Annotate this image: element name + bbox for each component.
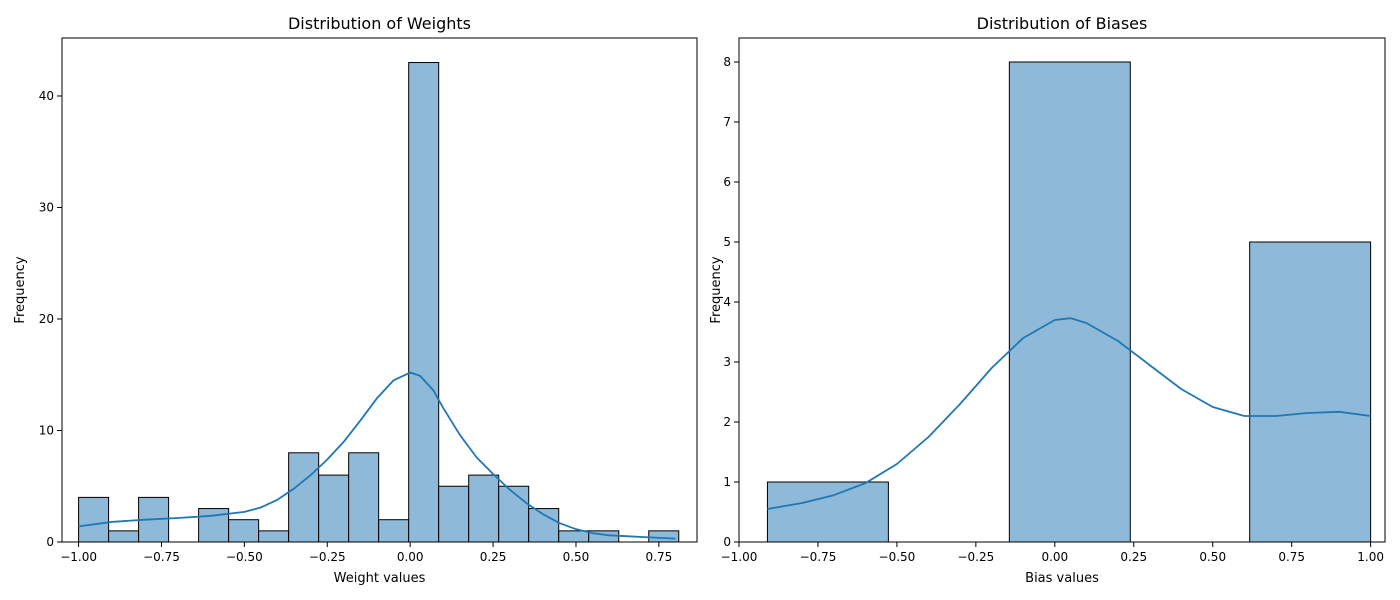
histogram-bar xyxy=(498,485,530,543)
y-tick-label: 7 xyxy=(723,115,731,129)
y-tick-label: 20 xyxy=(39,312,54,326)
y-tick-label: 40 xyxy=(39,89,54,103)
y-tick-label: 1 xyxy=(723,475,731,489)
y-tick-label: 8 xyxy=(723,55,731,69)
axes-frame xyxy=(61,37,698,543)
y-axis-label: Frequency xyxy=(709,256,724,323)
histogram-bar xyxy=(766,481,889,543)
histogram-bar xyxy=(648,530,680,543)
histogram-bar xyxy=(378,519,410,543)
x-tick-label: 0.50 xyxy=(1199,550,1226,564)
histogram-bar xyxy=(318,474,350,543)
y-tick-label: 4 xyxy=(723,295,731,309)
biases-chart: −1.00 −0.75 −0.50 −0.25 0.00 0.25 0.50 0.75 1.00… xyxy=(709,14,1386,586)
x-tick-label: 0.25 xyxy=(480,550,507,564)
x-tick-label: −0.25 xyxy=(957,550,994,564)
histogram-bar xyxy=(1008,61,1131,543)
y-tick-label: 0 xyxy=(723,535,731,549)
axes-frame xyxy=(738,37,1386,543)
histogram-bar xyxy=(528,508,560,543)
weights-chart: −1.00 −0.75 −0.50 −0.25 0.00 0.25 0.50 0.75 0 10 2… xyxy=(13,14,698,586)
x-tick-label: −0.25 xyxy=(309,550,346,564)
histogram-bar xyxy=(288,452,320,543)
y-tick-label: 10 xyxy=(39,423,54,437)
x-tick-label: 0.50 xyxy=(563,550,590,564)
x-tick-label: 1.00 xyxy=(1357,550,1384,564)
x-tick-label: 0.75 xyxy=(646,550,673,564)
x-tick-label: 0.25 xyxy=(1120,550,1147,564)
chart-title: Distribution of Biases xyxy=(977,14,1148,33)
x-tick-label: −0.50 xyxy=(879,550,916,564)
histogram-bar xyxy=(408,62,440,543)
y-axis-label: Frequency xyxy=(13,256,28,323)
kde-curve xyxy=(78,371,676,540)
y-tick-label: 6 xyxy=(723,175,731,189)
histogram-bar xyxy=(78,496,110,543)
y-tick-label: 2 xyxy=(723,415,731,429)
histogram-bar xyxy=(1249,241,1372,543)
y-tick-label: 0 xyxy=(46,535,54,549)
x-axis-label: Weight values xyxy=(334,571,426,586)
x-tick-label: 0.00 xyxy=(1041,550,1068,564)
x-tick-label: −1.00 xyxy=(721,550,758,564)
histogram-bar xyxy=(558,530,590,543)
histogram-bar xyxy=(258,530,290,543)
x-axis-label: Bias values xyxy=(1025,571,1099,586)
histogram-bar xyxy=(468,474,500,543)
histogram-bar xyxy=(438,485,470,543)
y-tick-label: 30 xyxy=(39,200,54,214)
y-tick-label: 3 xyxy=(723,355,731,369)
x-tick-label: 0.75 xyxy=(1278,550,1305,564)
histogram-bar xyxy=(228,519,260,543)
x-tick-label: −0.75 xyxy=(800,550,837,564)
histogram-bar xyxy=(108,530,140,543)
x-tick-label: −0.50 xyxy=(226,550,263,564)
x-tick-label: 0.00 xyxy=(397,550,424,564)
x-tick-label: −1.00 xyxy=(60,550,97,564)
x-tick-label: −0.75 xyxy=(143,550,180,564)
kde-curve xyxy=(767,317,1371,510)
histogram-bar xyxy=(348,452,380,543)
y-tick-label: 5 xyxy=(723,235,731,249)
chart-title: Distribution of Weights xyxy=(288,14,471,33)
